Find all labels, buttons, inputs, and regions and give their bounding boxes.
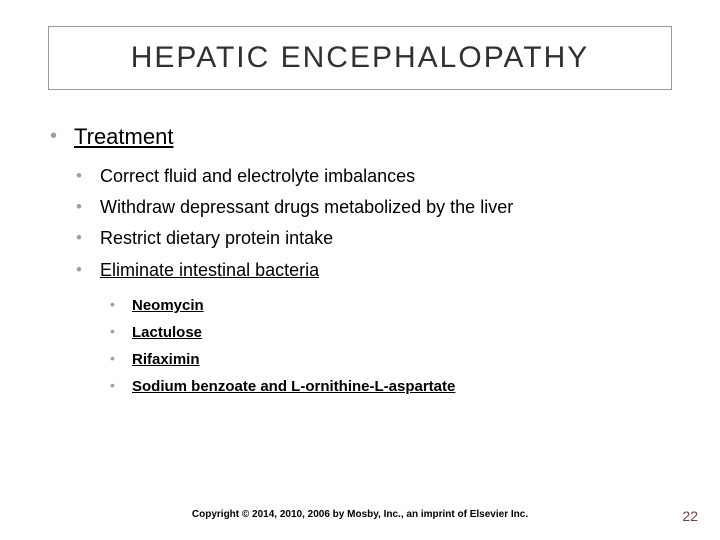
- level2-text: Restrict dietary protein intake: [100, 228, 333, 248]
- copyright-footer: Copyright © 2014, 2010, 2006 by Mosby, I…: [0, 509, 720, 520]
- level2-item: Withdraw depressant drugs metabolized by…: [74, 195, 672, 220]
- level2-item: Eliminate intestinal bacteria Neomycin L…: [74, 258, 672, 397]
- level2-list: Correct fluid and electrolyte imbalances…: [74, 164, 672, 397]
- level3-item: Neomycin: [108, 295, 672, 316]
- level3-item: Sodium benzoate and L-ornithine-L-aspart…: [108, 376, 672, 397]
- level2-item: Correct fluid and electrolyte imbalances: [74, 164, 672, 189]
- content-area: Treatment Correct fluid and electrolyte …: [48, 124, 672, 405]
- page-number: 22: [682, 508, 698, 524]
- level3-item: Rifaximin: [108, 349, 672, 370]
- level2-text: Withdraw depressant drugs metabolized by…: [100, 197, 513, 217]
- level3-list: Neomycin Lactulose Rifaximin Sodium benz…: [108, 295, 672, 397]
- level3-text: Rifaximin: [132, 351, 200, 368]
- level2-text: Eliminate intestinal bacteria: [100, 260, 319, 280]
- level2-text: Correct fluid and electrolyte imbalances: [100, 166, 415, 186]
- level3-item: Lactulose: [108, 322, 672, 343]
- level3-text: Sodium benzoate and L-ornithine-L-aspart…: [132, 378, 455, 395]
- level1-list: Treatment Correct fluid and electrolyte …: [48, 124, 672, 397]
- level2-item: Restrict dietary protein intake: [74, 226, 672, 251]
- section-heading: Treatment: [74, 124, 173, 149]
- slide-title: HEPATIC ENCEPHALOPATHY: [69, 41, 651, 75]
- level3-text: Neomycin: [132, 297, 204, 314]
- slide-container: HEPATIC ENCEPHALOPATHY Treatment Correct…: [0, 0, 720, 540]
- level3-text: Lactulose: [132, 324, 202, 341]
- title-box: HEPATIC ENCEPHALOPATHY: [48, 26, 672, 90]
- level1-item: Treatment Correct fluid and electrolyte …: [48, 124, 672, 397]
